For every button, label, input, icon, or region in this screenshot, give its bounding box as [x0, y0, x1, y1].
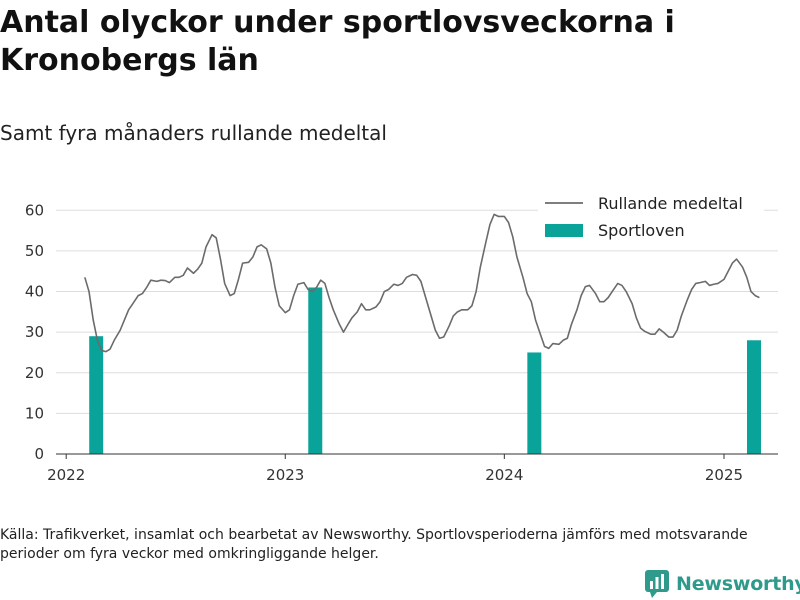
axes: 0 10 20 30 40 50 60 2022 2023 2024 2025 — [25, 201, 778, 484]
y-tick-label: 0 — [34, 445, 44, 463]
line-series-rullande-medeltal — [84, 213, 760, 353]
legend-label-bar: Sportloven — [598, 221, 685, 240]
y-tick-label: 30 — [25, 323, 44, 341]
chart-area: 0 10 20 30 40 50 60 2022 2023 2024 2025 Rullande m… — [24, 190, 778, 484]
bar-sportloven — [746, 340, 761, 454]
brand-logo[interactable]: Newsworthy — [644, 568, 800, 600]
x-tick-label: 2023 — [266, 466, 304, 484]
y-tick-label: 10 — [25, 404, 44, 422]
x-tick-label: 2025 — [705, 466, 743, 484]
y-tick-label: 50 — [25, 242, 44, 260]
source-note: Källa: Trafikverket, insamlat och bearbe… — [0, 527, 748, 562]
chart-subtitle: Samt fyra månaders rullande medeltal — [0, 121, 387, 145]
x-tick-label: 2022 — [47, 466, 85, 484]
newsworthy-logo-icon — [645, 570, 669, 598]
line-rullande-medeltal — [84, 213, 760, 353]
y-tick-label: 60 — [25, 201, 44, 219]
chart-title: Antal olyckor under sportlovsveckorna i … — [0, 5, 675, 78]
bar-sportloven — [308, 287, 323, 454]
y-tick-label: 40 — [25, 283, 44, 301]
legend: Rullande medeltal Sportloven — [538, 190, 764, 248]
y-tick-label: 20 — [25, 364, 44, 382]
legend-swatch-bar — [545, 224, 583, 237]
bar-sportloven — [527, 352, 542, 454]
bar-series-sportloven — [89, 287, 761, 454]
brand-name: Newsworthy — [676, 573, 800, 595]
x-tick-label: 2024 — [485, 466, 523, 484]
legend-background — [538, 190, 764, 248]
legend-label-line: Rullande medeltal — [598, 194, 743, 213]
bar-sportloven — [89, 336, 104, 454]
